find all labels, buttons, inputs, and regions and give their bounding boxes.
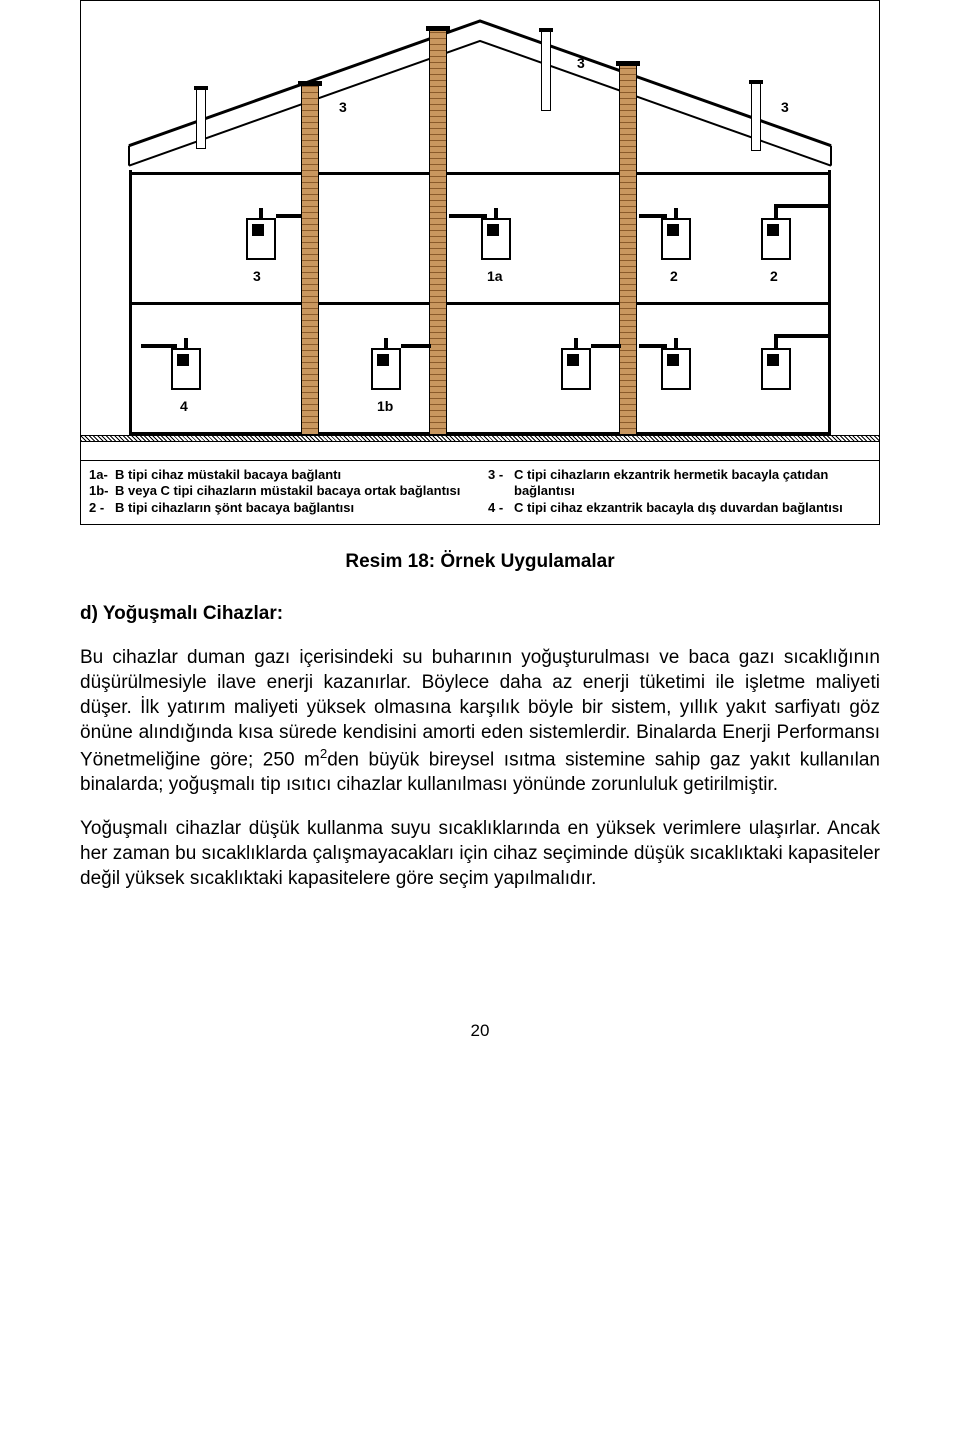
diagram-label-4: 4 bbox=[180, 398, 188, 414]
diagram-label-3c: 3 bbox=[781, 99, 789, 115]
legend-text: C tipi cihazların ekzantrik hermetik bac… bbox=[514, 467, 871, 500]
diagram-label-3-upper: 3 bbox=[253, 268, 261, 284]
figure-caption: Resim 18: Örnek Uygulamalar bbox=[80, 551, 880, 573]
figure-container: 3 3 3 3 1a 2 2 4 1b 1a- B tipi cihaz müs… bbox=[80, 0, 880, 525]
diagram-label-3a: 3 bbox=[339, 99, 347, 115]
legend-key: 1a- bbox=[89, 467, 115, 483]
section-heading: d) Yoğuşmalı Cihazlar: bbox=[80, 603, 880, 625]
legend-key: 3 - bbox=[488, 467, 514, 500]
figure-legend: 1a- B tipi cihaz müstakil bacaya bağlant… bbox=[81, 461, 879, 524]
legend-text: B tipi cihazların şönt bacaya bağlantısı bbox=[115, 500, 472, 516]
diagram-label-2a: 2 bbox=[670, 268, 678, 284]
legend-column-right: 3 - C tipi cihazların ekzantrik hermetik… bbox=[480, 467, 871, 516]
legend-column-left: 1a- B tipi cihaz müstakil bacaya bağlant… bbox=[89, 467, 480, 516]
legend-text: B tipi cihaz müstakil bacaya bağlantı bbox=[115, 467, 472, 483]
paragraph-1: Bu cihazlar duman gazı içerisindeki su b… bbox=[80, 645, 880, 798]
caption-prefix: Resim 18: bbox=[345, 551, 435, 572]
diagram-label-2b: 2 bbox=[770, 268, 778, 284]
diagram-label-1a: 1a bbox=[487, 268, 503, 284]
paragraph-2: Yoğuşmalı cihazlar düşük kullanma suyu s… bbox=[80, 816, 880, 891]
diagram-label-3b: 3 bbox=[577, 55, 585, 71]
page-number: 20 bbox=[80, 1021, 880, 1041]
legend-key: 4 - bbox=[488, 500, 514, 516]
legend-key: 2 - bbox=[89, 500, 115, 516]
legend-key: 1b- bbox=[89, 483, 115, 499]
caption-text: Örnek Uygulamalar bbox=[440, 551, 614, 572]
house-diagram: 3 3 3 3 1a 2 2 4 1b bbox=[81, 1, 879, 461]
diagram-label-1b: 1b bbox=[377, 398, 393, 414]
legend-text: B veya C tipi cihazların müstakil bacaya… bbox=[115, 483, 472, 499]
legend-text: C tipi cihaz ekzantrik bacayla dış duvar… bbox=[514, 500, 871, 516]
